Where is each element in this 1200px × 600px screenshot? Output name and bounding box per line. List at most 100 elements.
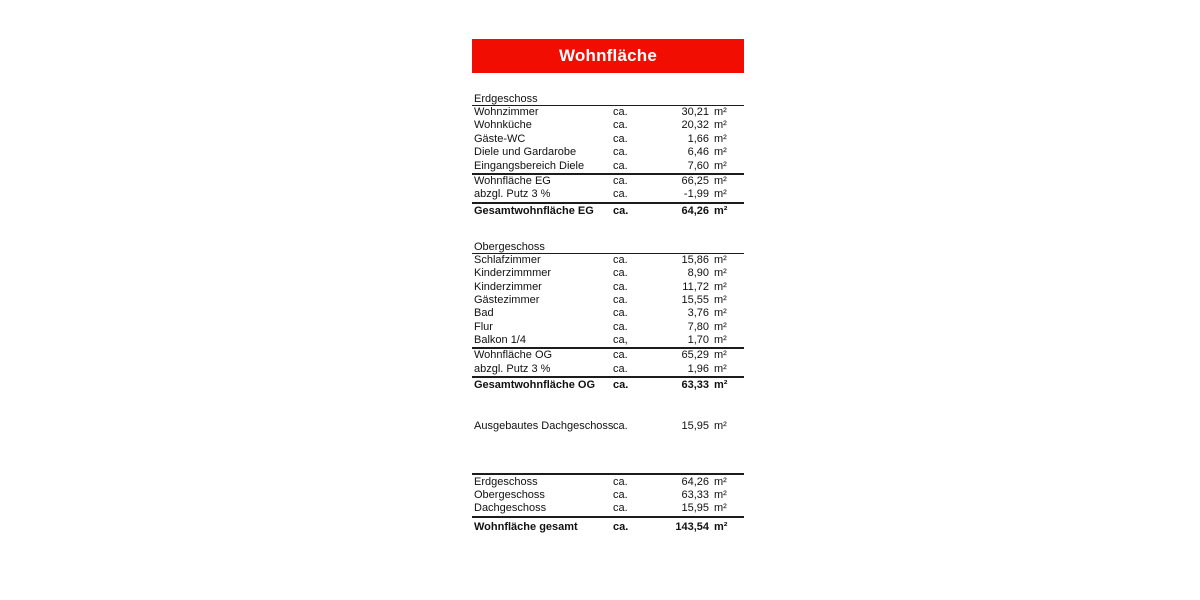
unit-label: m² (714, 362, 727, 375)
area-value: 8,90 (687, 267, 709, 280)
room-label: Gäste-WC (474, 132, 526, 145)
unit-label: m² (714, 502, 727, 515)
approx-label: ca. (613, 349, 628, 362)
area-value: 15,55 (681, 293, 709, 306)
unit-label: m² (714, 280, 727, 293)
unit-label: m² (714, 188, 727, 201)
approx-label: ca. (613, 520, 629, 533)
summary-rows: Erdgeschoss ca. 64,26 m² Obergeschoss ca… (472, 476, 744, 518)
room-label: abzgl. Putz 3 % (474, 188, 551, 201)
approx-label: ca, (613, 334, 628, 347)
section-header-erdgeschoss: Erdgeschoss (472, 92, 744, 106)
approx-label: ca. (613, 362, 628, 375)
approx-label: ca. (613, 146, 628, 159)
room-label: Flur (474, 320, 493, 333)
unit-label: m² (714, 106, 727, 118)
approx-label: ca. (613, 204, 629, 217)
unit-label: m² (714, 293, 727, 306)
table-row: Dachgeschoss ca. 15,95 m² (472, 502, 744, 515)
unit-label: m² (714, 204, 728, 217)
approx-label: ca. (613, 174, 628, 187)
area-value: 1,70 (687, 334, 709, 347)
table-row: Kinderzimmer ca. 11,72 m² (472, 281, 744, 294)
table-row: Wohnfläche OG ca. 65,29 m² (472, 349, 744, 362)
area-value: 1,96 (687, 362, 709, 375)
area-value: 11,72 (682, 280, 709, 293)
room-label: Kinderzimmer (474, 280, 542, 293)
area-value: 20,32 (681, 119, 709, 132)
area-value: 63,33 (681, 489, 709, 502)
room-rows-og: Schlafzimmer ca. 15,86 m² Kinderzimmmer … (472, 254, 744, 350)
table-row: abzgl. Putz 3 % ca. 1,96 m² (472, 363, 744, 376)
room-label: Balkon 1/4 (474, 334, 526, 347)
area-value: 1,66 (687, 132, 709, 145)
room-label: Schlafzimmer (474, 253, 541, 266)
table-row: Obergeschoss ca. 63,33 m² (472, 489, 744, 502)
section-erdgeschoss: Erdgeschoss Wohnzimmer ca. 30,21 m² Wohn… (472, 92, 744, 219)
approx-label: ca. (613, 119, 628, 132)
approx-label: ca. (613, 420, 628, 433)
total-label: Wohnfläche gesamt (474, 520, 578, 533)
total-label: Gesamtwohnfläche EG (474, 204, 594, 217)
table-row: Flur ca. 7,80 m² (472, 321, 744, 334)
unit-label: m² (714, 307, 727, 320)
area-value: 63,33 (681, 379, 709, 392)
total-row-og: Gesamtwohnfläche OG ca. 63,33 m² (472, 378, 744, 393)
area-value: 7,60 (687, 159, 709, 172)
area-value: 3,76 (687, 307, 709, 320)
approx-label: ca. (613, 307, 628, 320)
total-label: Gesamtwohnfläche OG (474, 379, 596, 392)
unit-label: m² (714, 349, 727, 362)
room-label: Wohnzimmer (474, 106, 539, 118)
subtotal-rows-eg: Wohnfläche EG ca. 66,25 m² abzgl. Putz 3… (472, 175, 744, 204)
room-label: Gästezimmer (474, 293, 540, 306)
table-row: Wohnfläche EG ca. 66,25 m² (472, 175, 744, 188)
unit-label: m² (714, 379, 728, 392)
dachgeschoss-row: Ausgebautes Dachgeschoss ca. 15,95 m² (472, 420, 744, 433)
approx-label: ca. (613, 475, 628, 488)
unit-label: m² (714, 420, 727, 433)
section-obergeschoss: Obergeschoss Schlafzimmer ca. 15,86 m² K… (472, 240, 744, 394)
area-value: 64,26 (681, 204, 709, 217)
wohnflaeche-table: Wohnfläche Erdgeschoss Wohnzimmer ca. 30… (472, 39, 744, 535)
room-label: Ausgebautes Dachgeschoss (474, 420, 613, 433)
table-row: Wohnzimmer ca. 30,21 m² (472, 106, 744, 119)
title-banner: Wohnfläche (472, 39, 744, 73)
room-label: Wohnküche (474, 119, 532, 132)
table-row: Erdgeschoss ca. 64,26 m² (472, 476, 744, 489)
room-label: abzgl. Putz 3 % (474, 362, 551, 375)
approx-label: ca. (613, 280, 628, 293)
approx-label: ca. (613, 379, 629, 392)
unit-label: m² (714, 174, 727, 187)
unit-label: m² (714, 159, 727, 172)
unit-label: m² (714, 320, 727, 333)
area-value: 66,25 (681, 174, 709, 187)
subtotal-rows-og: Wohnfläche OG ca. 65,29 m² abzgl. Putz 3… (472, 349, 744, 379)
approx-label: ca. (613, 267, 628, 280)
table-row: Bad ca. 3,76 m² (472, 307, 744, 320)
approx-label: ca. (613, 320, 628, 333)
unit-label: m² (714, 489, 727, 502)
unit-label: m² (714, 132, 727, 145)
unit-label: m² (714, 267, 727, 280)
page-title: Wohnfläche (558, 46, 658, 65)
table-row: Gästezimmer ca. 15,55 m² (472, 294, 744, 307)
room-label: Diele und Gardarobe (474, 146, 577, 159)
approx-label: ca. (613, 188, 628, 201)
area-value: 6,46 (687, 146, 709, 159)
table-row: Kinderzimmmer ca. 8,90 m² (472, 267, 744, 280)
grand-total-row: Wohnfläche gesamt ca. 143,54 m² (472, 518, 744, 535)
area-value: 7,80 (687, 320, 709, 333)
room-label: Eingangsbereich Diele (474, 159, 585, 172)
area-value: 15,95 (681, 420, 709, 433)
room-rows-eg: Wohnzimmer ca. 30,21 m² Wohnküche ca. 20… (472, 106, 744, 175)
approx-label: ca. (613, 106, 628, 118)
section-summary: Erdgeschoss ca. 64,26 m² Obergeschoss ca… (472, 472, 744, 535)
unit-label: m² (714, 119, 727, 132)
room-label: Kinderzimmmer (474, 267, 552, 280)
floor-label: Erdgeschoss (474, 475, 538, 488)
section-header-obergeschoss: Obergeschoss (472, 240, 744, 254)
table-row: Gäste-WC ca. 1,66 m² (472, 133, 744, 146)
table-row: Eingangsbereich Diele ca. 7,60 m² (472, 160, 744, 173)
